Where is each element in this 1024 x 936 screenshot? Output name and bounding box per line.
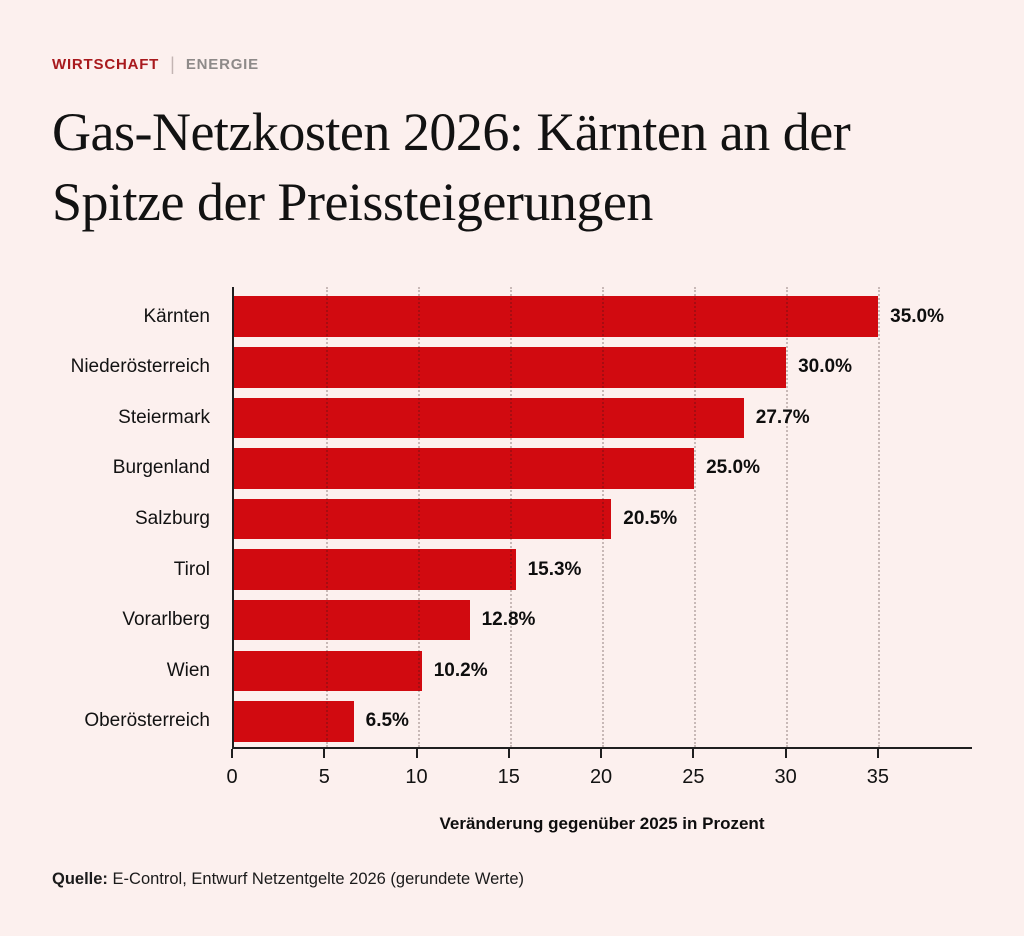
axis-tick-label: 20: [589, 765, 613, 788]
axis-tick: [692, 748, 695, 758]
x-axis-caption: Veränderung gegenüber 2025 in Prozent: [439, 813, 765, 833]
bar-row: 30.0%: [234, 342, 972, 393]
bar-chart: Kärnten Niederösterreich Steiermark Burgenl…: [52, 287, 972, 833]
gridline: [694, 287, 697, 747]
gridline: [602, 287, 605, 747]
category-label: Niederösterreich: [70, 356, 210, 378]
source-text: E-Control, Entwurf Netzentgelte 2026 (ge…: [112, 869, 525, 888]
bar-value-label: 35.0%: [890, 305, 944, 327]
bar-row: 35.0%: [234, 291, 972, 342]
bar: [234, 498, 612, 540]
bar-value-label: 10.2%: [433, 659, 488, 681]
category-labels-column: Kärnten Niederösterreich Steiermark Burgenl…: [52, 287, 232, 833]
x-axis-tick-labels: 0 5 10 15 20 25 30 35: [226, 765, 972, 792]
axis-tick-label: 15: [497, 765, 520, 788]
bar-value-label: 6.5%: [365, 710, 409, 732]
bar: [234, 701, 354, 742]
bar-value-label: 12.8%: [481, 609, 536, 631]
axis-tick: [876, 748, 879, 758]
axis-tick-label: 10: [405, 765, 428, 788]
gridline: [878, 287, 881, 747]
axis-tick: [323, 748, 326, 758]
gridline: [418, 287, 421, 747]
axis-tick-label: 5: [318, 765, 330, 788]
article-card: WIRTSCHAFT | ENERGIE Gas-Netzkosten 2026…: [52, 54, 972, 889]
gridline: [786, 287, 789, 747]
bar-row: 10.2%: [234, 646, 972, 697]
bar: [234, 296, 879, 337]
axis-tick: [507, 748, 510, 758]
headline: Gas-Netzkosten 2026: Kärnten an der Spit…: [52, 102, 851, 233]
axis-tick: [784, 748, 787, 758]
subsection-label: ENERGIE: [185, 56, 259, 73]
axis-tick-label: 25: [682, 765, 705, 788]
bar-row: 15.3%: [234, 544, 972, 595]
category-label: Vorarlberg: [122, 609, 210, 631]
bar: [234, 347, 787, 388]
bar: [234, 650, 422, 692]
category-label: Tirol: [173, 558, 210, 580]
kicker-separator: |: [170, 54, 175, 74]
axis-tick-label: 35: [866, 765, 889, 788]
bar-row: 20.5%: [234, 494, 972, 545]
bar-row: 12.8%: [234, 595, 972, 646]
section-label: WIRTSCHAFT: [52, 56, 160, 73]
category-label: Burgenland: [112, 457, 210, 479]
bar: [234, 397, 744, 439]
category-label: Salzburg: [135, 508, 210, 530]
axis-tick: [600, 748, 603, 758]
bar-value-label: 25.0%: [706, 457, 760, 479]
axis-tick: [415, 748, 418, 758]
source-line: Quelle: E-Control, Entwurf Netzentgelte …: [52, 870, 972, 889]
bar-value-label: 15.3%: [527, 558, 582, 580]
category-label: Steiermark: [118, 406, 210, 428]
bar-row: 6.5%: [234, 696, 972, 747]
bar: [234, 549, 516, 590]
plot-area: 35.0% 30.0% 27.7% 25.0% 20.5% 15.3% 12.8% 10.2%…: [232, 287, 972, 749]
bar: [234, 599, 470, 641]
source-label: Quelle:: [52, 869, 108, 888]
category-label: Oberösterreich: [84, 710, 210, 732]
bar-row: 27.7%: [234, 393, 972, 444]
axis-tick: [231, 748, 233, 758]
bar-value-label: 20.5%: [623, 508, 678, 530]
bar-value-label: 30.0%: [798, 356, 852, 378]
bar: [234, 448, 695, 489]
gridline: [326, 287, 329, 747]
kicker: WIRTSCHAFT | ENERGIE: [52, 54, 972, 75]
gridline: [510, 287, 513, 747]
bar-value-label: 27.7%: [755, 406, 810, 428]
axis-tick-label: 0: [226, 765, 238, 788]
bar-row: 25.0%: [234, 443, 972, 494]
category-label: Kärnten: [143, 305, 210, 327]
category-label: Wien: [166, 659, 210, 681]
plot-column: 35.0% 30.0% 27.7% 25.0% 20.5% 15.3% 12.8% 10.2%…: [226, 287, 972, 833]
x-axis-ticks: [231, 748, 972, 758]
axis-tick-label: 30: [774, 765, 797, 788]
